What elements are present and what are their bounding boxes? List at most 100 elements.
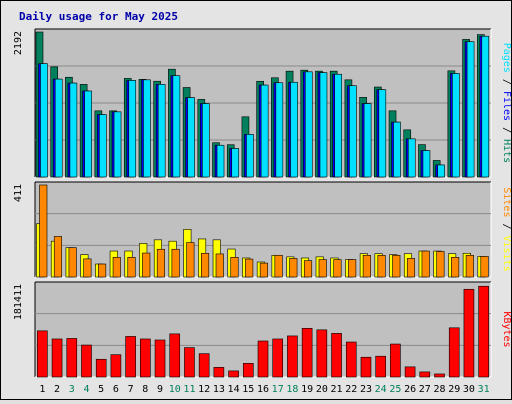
bar-kbytes	[272, 338, 284, 378]
bar-pages	[437, 164, 445, 178]
bar-kbytes	[140, 338, 151, 378]
bar-kbytes	[316, 329, 328, 378]
bar-pages	[452, 73, 460, 178]
bar-pages	[128, 80, 137, 178]
bar-sites	[230, 257, 239, 278]
bar-pages	[216, 144, 225, 178]
bar-pages	[363, 103, 372, 178]
y-axis-max-label: 181411	[13, 284, 24, 320]
bar-pages	[202, 103, 210, 178]
bar-pages	[422, 150, 431, 178]
bar-kbytes	[95, 358, 107, 378]
x-tick-label: 1	[39, 384, 45, 395]
bar-sites	[215, 253, 224, 278]
legend-separator: /	[501, 73, 511, 91]
x-tick-label: 21	[331, 384, 343, 395]
x-tick-label: 5	[98, 384, 104, 395]
bar-pages	[378, 89, 387, 178]
x-tick-label: 2	[54, 384, 60, 395]
x-tick-label: 16	[257, 384, 269, 395]
bar-pages	[84, 90, 92, 178]
bar-sites	[377, 254, 386, 278]
bar-kbytes	[125, 336, 136, 378]
y-axis-max-label: 411	[13, 184, 24, 202]
x-tick-label: 28	[433, 384, 445, 395]
bar-kbytes	[463, 288, 475, 378]
bar-kbytes	[345, 341, 357, 378]
bar-sites	[201, 252, 210, 278]
bar-kbytes	[242, 363, 254, 378]
legend-hits: Hits	[501, 139, 511, 163]
legend-visits: Visits	[501, 236, 511, 272]
bar-kbytes	[419, 371, 431, 378]
legend-files: Files	[501, 91, 511, 121]
bar-pages	[290, 81, 298, 178]
bar-sites	[68, 247, 77, 278]
x-tick-label: 26	[404, 384, 416, 395]
bar-sites	[465, 254, 474, 278]
bar-pages	[319, 72, 328, 178]
x-tick-label: 23	[360, 384, 372, 395]
x-tick-label: 22	[345, 384, 357, 395]
bar-sites	[318, 259, 327, 278]
bar-pages	[99, 114, 107, 178]
x-tick-label: 24	[375, 384, 387, 395]
bar-pages	[334, 73, 342, 178]
bar-kbytes	[213, 367, 225, 378]
legend-kbytes: KBytes	[501, 311, 511, 347]
bar-sites	[333, 259, 342, 278]
bar-pages	[157, 84, 166, 178]
bar-pages	[246, 134, 254, 178]
bar-sites	[245, 258, 254, 278]
legend: KBytes	[501, 311, 511, 347]
bar-sites	[127, 257, 136, 278]
x-tick-label: 10	[169, 384, 181, 395]
x-tick-label: 9	[157, 384, 163, 395]
bar-kbytes	[331, 333, 342, 378]
bar-pages	[143, 79, 151, 178]
bar-kbytes	[257, 340, 269, 378]
bar-pages	[407, 138, 416, 178]
bar-kbytes	[154, 339, 166, 378]
x-tick-label: 19	[301, 384, 313, 395]
bar-sites	[451, 257, 460, 278]
bar-sites	[156, 248, 165, 278]
bar-sites	[362, 254, 371, 278]
bar-kbytes	[37, 330, 48, 378]
x-tick-label: 7	[128, 384, 134, 395]
bar-pages	[304, 71, 313, 178]
bar-pages	[40, 63, 48, 178]
bar-sites	[53, 236, 63, 278]
bar-kbytes	[434, 373, 445, 378]
y-axis-max-label: 2192	[13, 31, 24, 55]
x-tick-label: 17	[272, 384, 284, 395]
x-tick-label: 13	[213, 384, 225, 395]
bar-sites	[186, 242, 195, 278]
bar-pages	[172, 75, 181, 178]
x-tick-label: 29	[448, 384, 460, 395]
x-tick-label: 27	[419, 384, 431, 395]
bar-sites	[421, 250, 430, 278]
legend-pages: Pages	[501, 43, 511, 73]
bar-kbytes	[51, 338, 63, 378]
bar-kbytes	[81, 344, 92, 378]
legend-separator: /	[501, 121, 511, 139]
x-tick-label: 30	[463, 384, 475, 395]
bar-pages	[466, 41, 475, 178]
x-tick-label: 25	[389, 384, 401, 395]
x-tick-label: 3	[69, 384, 75, 395]
x-tick-label: 20	[316, 384, 328, 395]
bar-kbytes	[375, 355, 386, 378]
x-tick-label: 31	[478, 384, 490, 395]
bar-kbytes	[228, 370, 239, 378]
bar-kbytes	[110, 354, 122, 378]
bar-pages	[231, 148, 240, 178]
x-tick-label: 6	[113, 384, 119, 395]
bar-pages	[187, 97, 195, 178]
legend: Sites / Visits	[501, 187, 511, 271]
bar-kbytes	[66, 338, 78, 378]
bar-sites	[112, 257, 121, 278]
bar-pages	[349, 85, 357, 178]
